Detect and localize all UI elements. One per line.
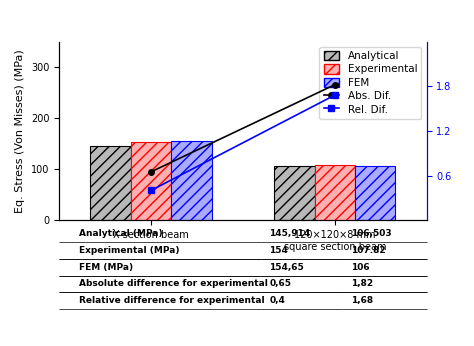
Bar — [171, 141, 212, 220]
Bar — [274, 166, 315, 220]
Legend: Analytical, Experimental, FEM, Abs. Dif., Rel. Dif.: Analytical, Experimental, FEM, Abs. Dif.… — [319, 47, 421, 119]
Bar — [355, 166, 395, 220]
Bar — [131, 142, 171, 220]
Bar — [315, 165, 355, 220]
Y-axis label: Eq. Stress (Von Misses) (MPa): Eq. Stress (Von Misses) (MPa) — [16, 49, 26, 213]
Bar — [91, 146, 131, 220]
